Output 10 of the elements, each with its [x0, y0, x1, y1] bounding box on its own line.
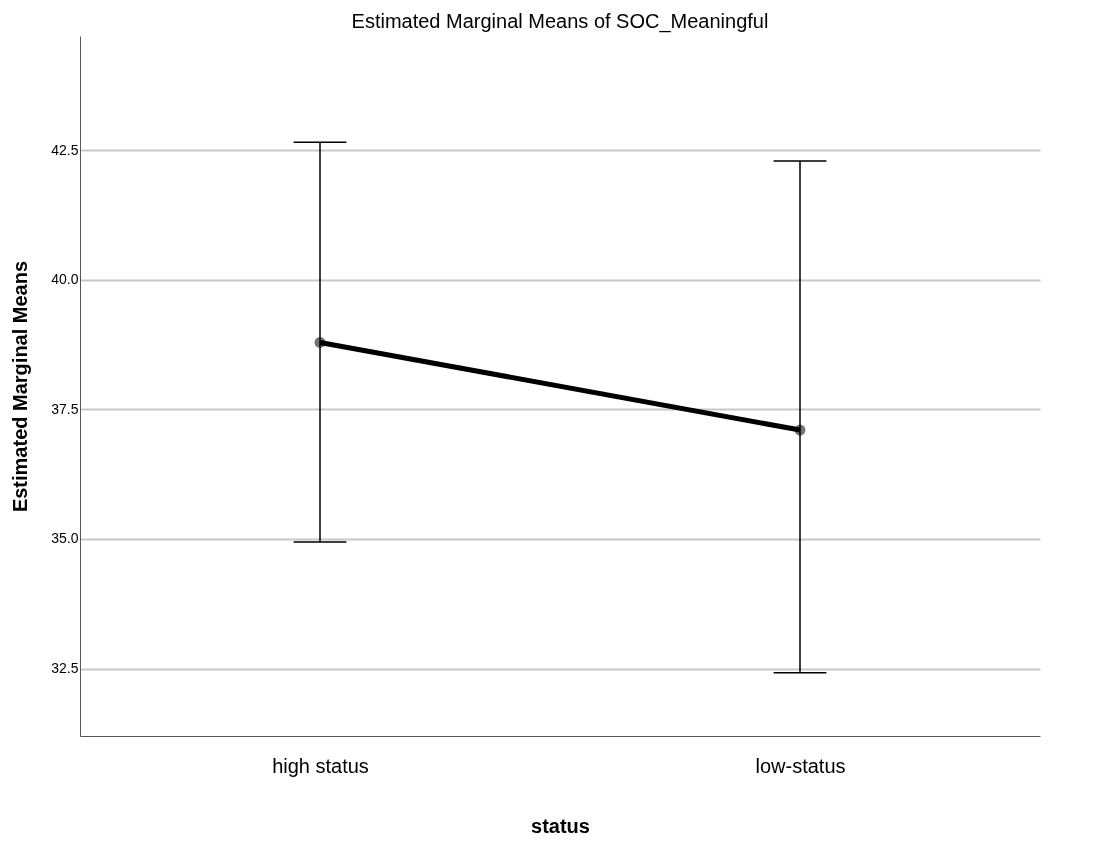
x-tick-label: high status: [272, 754, 369, 777]
y-tick-label: 40.0: [51, 271, 79, 288]
y-tick-label: 32.5: [51, 660, 79, 677]
x-axis-title: status: [531, 814, 590, 837]
chart-title: Estimated Marginal Means of SOC_Meaningful: [351, 10, 769, 33]
x-tick-label: low-status: [755, 754, 846, 777]
y-tick-label: 37.5: [51, 400, 79, 417]
y-axis-title: Estimated Marginal Means: [9, 260, 32, 513]
y-tick-label: 35.0: [51, 530, 79, 547]
y-tick-label: 42.5: [51, 141, 79, 158]
